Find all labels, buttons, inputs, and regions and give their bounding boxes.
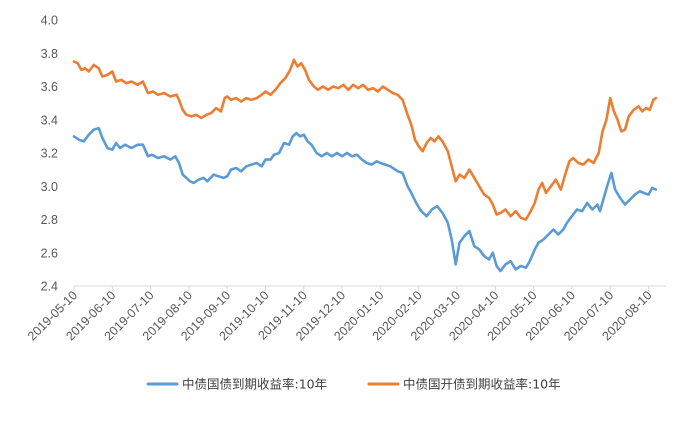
series-layer	[72, 58, 658, 273]
y-tick-label: 3.8	[41, 47, 58, 61]
y-tick-label: 2.8	[41, 213, 58, 227]
y-tick-label: 3.2	[41, 147, 58, 161]
y-tick-label: 3.4	[41, 113, 58, 127]
y-tick-label: 2.4	[41, 280, 58, 294]
legend: 中债国债到期收益率:10年 中债国开债到期收益率:10年	[146, 377, 561, 392]
series-line-1	[72, 126, 658, 273]
series-line-2	[72, 58, 658, 221]
y-axis-ticks: 4.0 3.8 3.6 3.4 3.2 3.0 2.8 2.6 2.4	[41, 14, 58, 294]
legend-label-1: 中债国债到期收益率:10年	[182, 377, 327, 392]
legend-label-2: 中债国开债到期收益率:10年	[403, 377, 561, 392]
y-tick-label: 3.6	[41, 80, 58, 94]
x-axis: 2019-05-102019-06-102019-07-102019-08-10…	[25, 285, 666, 343]
y-tick-label: 2.6	[41, 246, 58, 260]
y-tick-label: 3.0	[41, 180, 58, 194]
y-tick-label: 4.0	[41, 14, 58, 28]
